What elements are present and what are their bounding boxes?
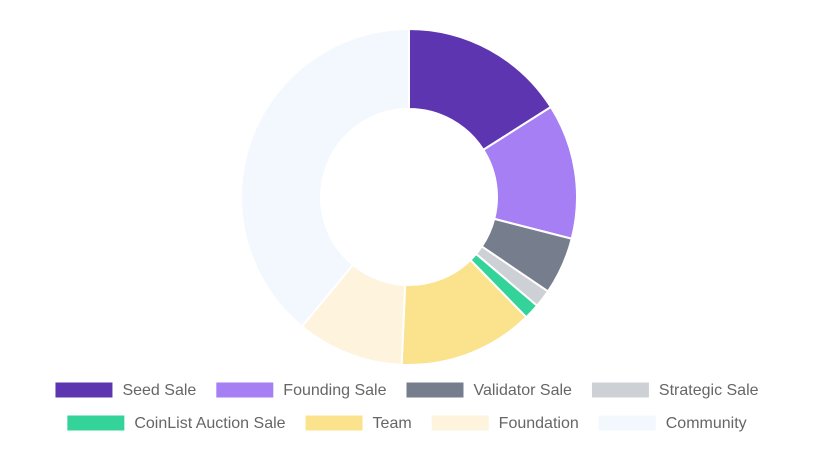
legend-label: Founding Sale bbox=[283, 382, 386, 399]
legend-swatch bbox=[431, 415, 489, 431]
legend-swatch bbox=[591, 382, 649, 398]
legend-item[interactable]: CoinList Auction Sale bbox=[67, 415, 286, 432]
legend-item[interactable]: Foundation bbox=[431, 415, 579, 432]
legend-item[interactable]: Validator Sale bbox=[406, 382, 572, 399]
legend-swatch bbox=[55, 382, 113, 398]
legend-swatch bbox=[598, 415, 656, 431]
legend-label: Team bbox=[373, 415, 412, 432]
legend: Seed Sale Founding Sale Validator Sale Stra… bbox=[55, 382, 759, 432]
legend-item[interactable]: Community bbox=[598, 415, 747, 432]
legend-swatch bbox=[305, 415, 363, 431]
legend-label: Foundation bbox=[499, 415, 579, 432]
legend-label: CoinList Auction Sale bbox=[134, 415, 285, 432]
legend-item[interactable]: Founding Sale bbox=[216, 382, 387, 399]
legend-label: Seed Sale bbox=[122, 382, 196, 399]
legend-swatch bbox=[67, 415, 125, 431]
legend-label: Community bbox=[666, 415, 747, 432]
legend-swatch bbox=[406, 382, 464, 398]
legend-label: Validator Sale bbox=[473, 382, 572, 399]
legend-swatch bbox=[216, 382, 274, 398]
doughnut-segment bbox=[240, 27, 410, 328]
legend-label: Strategic Sale bbox=[659, 382, 759, 399]
legend-item[interactable]: Team bbox=[305, 415, 412, 432]
legend-item[interactable]: Seed Sale bbox=[55, 382, 196, 399]
legend-item[interactable]: Strategic Sale bbox=[591, 382, 759, 399]
